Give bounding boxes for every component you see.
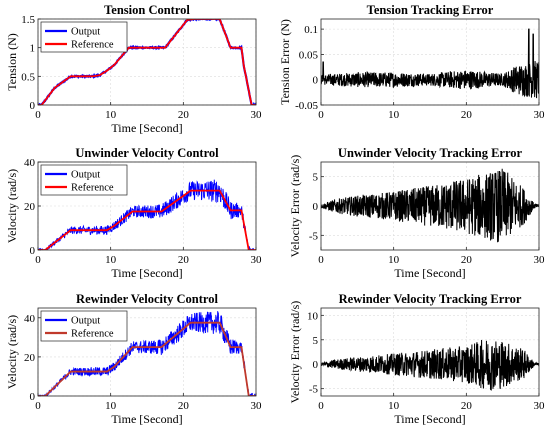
- data-layer: [38, 19, 256, 105]
- series-reference-line: [38, 19, 256, 105]
- chart-title: Unwinder Velocity Control: [75, 146, 219, 160]
- x-tick-label: 20: [461, 400, 473, 412]
- x-tick-label: 0: [35, 400, 41, 412]
- series-error-line: [321, 168, 539, 243]
- y-axis-label: Velocity (rad/s): [5, 315, 19, 389]
- y-tick-label: 5: [313, 335, 319, 347]
- axes-frame: [37, 307, 257, 397]
- y-axis-label: Velocity Error (rad/s): [288, 155, 302, 258]
- series-output-line: [38, 311, 256, 396]
- x-axis-label: Time [Second]: [394, 266, 465, 280]
- x-tick-label: 10: [388, 400, 400, 412]
- y-tick-label: 10: [307, 310, 319, 322]
- chart-title: Rewinder Velocity Tracking Error: [339, 292, 522, 306]
- axes-frame: [320, 307, 540, 397]
- panel-1: 0 10 20 30 0 0.5 1 1.5 Tension Control Time [Seco…: [5, 3, 262, 135]
- y-tick-label: -0.05: [295, 100, 318, 112]
- legend-label-reference: Reference: [71, 329, 114, 340]
- legend-label-output: Output: [71, 27, 100, 38]
- chart-title: Tension Control: [104, 3, 190, 17]
- x-tick-label: 20: [178, 400, 190, 412]
- x-axis-label: Time [Second]: [394, 412, 465, 426]
- legend-label-output: Output: [71, 316, 100, 327]
- x-tick-label: 30: [534, 254, 546, 266]
- series-error-line: [321, 339, 539, 391]
- x-tick-label: 30: [251, 400, 263, 412]
- y-tick-label: 0: [30, 245, 36, 257]
- x-tick-label: 10: [105, 254, 117, 266]
- x-tick-label: 30: [534, 400, 546, 412]
- x-tick-label: 20: [178, 109, 190, 121]
- x-tick-label: 20: [461, 254, 473, 266]
- legend-box: [40, 21, 128, 53]
- x-axis-label: Time [Second]: [111, 412, 182, 426]
- y-tick-label: 0.05: [299, 49, 319, 61]
- y-tick-label: 0: [313, 359, 319, 371]
- legend-box: [40, 164, 128, 196]
- series-reference-line: [38, 189, 256, 250]
- x-tick-label: 10: [105, 400, 117, 412]
- x-axis-label: Time [Second]: [111, 121, 182, 135]
- x-tick-label: 0: [35, 109, 41, 121]
- x-tick-label: 20: [178, 254, 190, 266]
- y-tick-label: 1.5: [21, 14, 35, 26]
- y-tick-label: 40: [24, 313, 36, 325]
- chart-title: Rewinder Velocity Control: [76, 292, 218, 306]
- x-tick-label: 0: [35, 254, 41, 266]
- x-tick-label: 0: [318, 109, 324, 121]
- x-tick-label: 10: [105, 109, 117, 121]
- data-layer: [38, 179, 256, 250]
- y-tick-label: -5: [309, 230, 319, 242]
- y-axis-label: Velocity Error (rad/s): [288, 301, 302, 404]
- y-tick-label: -5: [309, 384, 319, 396]
- panel-5: 0 10 20 30 0 20 40 Rewinder Velocity Control Tim…: [5, 292, 262, 426]
- chart-title: Unwinder Velocity Tracking Error: [338, 146, 523, 160]
- panel-4: 0 10 20 30 -5 0 5 Unwinder Velocity Tracking Er…: [288, 146, 545, 280]
- y-tick-label: 20: [24, 352, 36, 364]
- data-layer: [321, 168, 539, 243]
- y-axis-label: Velocity (rad/s): [5, 169, 19, 243]
- legend-box: [40, 310, 128, 342]
- axes-frame: [37, 18, 257, 106]
- y-axis-label: Tension (N): [5, 33, 19, 90]
- x-tick-label: 30: [251, 109, 263, 121]
- axes-frame: [320, 18, 540, 106]
- y-tick-label: 20: [24, 201, 36, 213]
- x-tick-label: 10: [388, 254, 400, 266]
- series-error-line: [321, 28, 539, 99]
- y-axis-label: Tension Error (N): [278, 19, 292, 105]
- legend-label-output: Output: [71, 170, 100, 181]
- y-tick-label: 0: [30, 391, 36, 403]
- x-tick-label: 0: [318, 254, 324, 266]
- data-layer: [321, 28, 539, 99]
- x-axis-label: Time [Second]: [111, 266, 182, 280]
- y-tick-label: 0.1: [304, 24, 318, 36]
- x-tick-label: 10: [388, 109, 400, 121]
- legend-label-reference: Reference: [71, 183, 114, 194]
- y-tick-label: 0: [313, 201, 319, 213]
- chart-title: Tension Tracking Error: [367, 3, 494, 17]
- x-tick-label: 0: [318, 400, 324, 412]
- panel-3: 0 10 20 30 0 20 40 Unwinder Velocity Control Tim…: [5, 146, 262, 280]
- x-tick-label: 20: [461, 109, 473, 121]
- y-tick-label: 5: [313, 172, 319, 184]
- legend-label-reference: Reference: [71, 40, 114, 51]
- x-tick-label: 30: [251, 254, 263, 266]
- plot-area: [321, 19, 539, 105]
- y-tick-label: 0.5: [21, 71, 35, 83]
- y-tick-label: 40: [24, 157, 36, 169]
- panel-6: 0 10 20 30 -5 0 5 10 Rewinder Velocity Tracking …: [288, 292, 545, 426]
- data-layer: [38, 311, 256, 396]
- y-tick-label: 0: [30, 100, 36, 112]
- series-reference-line: [38, 321, 256, 396]
- y-tick-label: 0: [313, 75, 319, 87]
- data-layer: [321, 339, 539, 391]
- y-tick-label: 1: [30, 43, 36, 55]
- x-tick-label: 30: [534, 109, 546, 121]
